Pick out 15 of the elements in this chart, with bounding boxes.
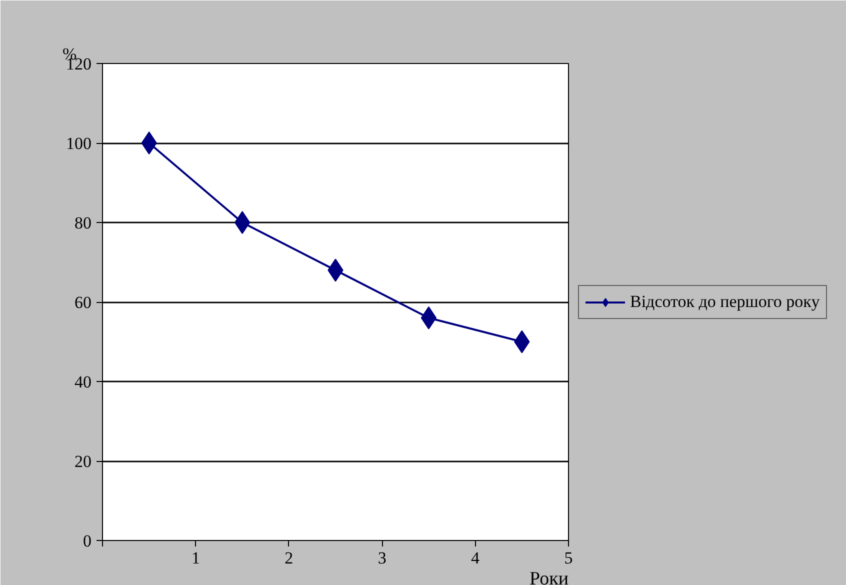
y-tick-label: 20	[74, 452, 92, 471]
y-tick-label: 100	[66, 134, 92, 153]
x-tick-label: 1	[191, 548, 200, 568]
legend-label: Відсоток до першого року	[630, 292, 820, 312]
x-tick-label: 3	[378, 548, 386, 568]
y-tick-label: 80	[74, 214, 92, 232]
x-tick-label: 4	[471, 548, 480, 568]
y-tick-label: 0	[83, 532, 92, 550]
y-tick-label: 60	[74, 293, 92, 312]
x-tick-label: 2	[284, 548, 294, 568]
x-tick-label: 5	[564, 548, 573, 568]
y-tick-label: 40	[74, 372, 92, 392]
point	[420, 306, 437, 330]
point	[234, 211, 250, 234]
x-axis-title: Роки	[530, 568, 569, 585]
